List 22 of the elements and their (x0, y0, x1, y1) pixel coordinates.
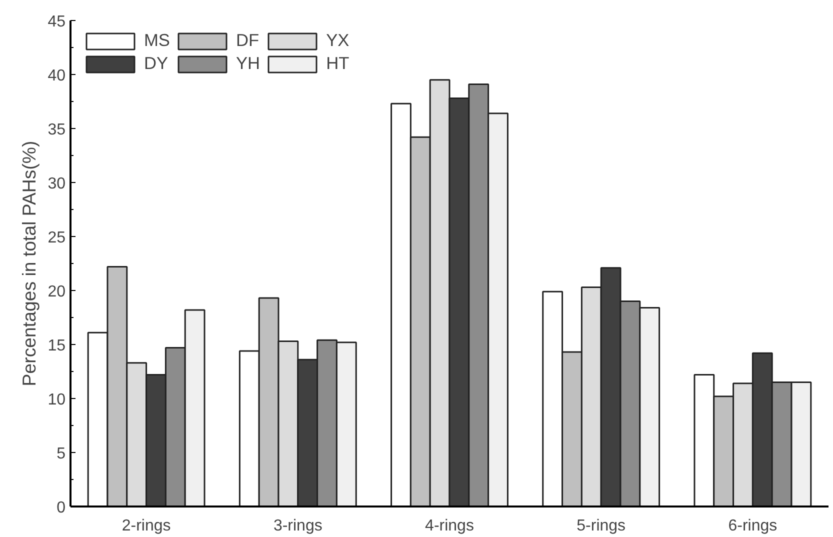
legend-label: HT (326, 53, 350, 74)
y-tick-label: 20 (48, 284, 66, 300)
legend-label: DY (144, 53, 168, 74)
y-tick-label: 0 (56, 500, 66, 516)
y-tick-label: 30 (48, 176, 66, 192)
x-tick-label: 3-rings (273, 518, 322, 534)
x-tick-label: 2-rings (122, 518, 171, 534)
y-tick-label: 5 (56, 446, 66, 462)
legend-label: DF (236, 30, 260, 51)
y-tick-label: 35 (48, 122, 66, 138)
y-tick-label: 15 (48, 338, 66, 354)
x-tick-label: 6-rings (728, 518, 778, 534)
y-tick-label: 25 (48, 230, 66, 246)
legend-label: MS (144, 30, 170, 51)
x-tick-label: 5-rings (576, 518, 626, 534)
y-tick-label: 10 (48, 392, 66, 408)
y-axis-title: Percentages in total PAHs(%) (18, 140, 40, 386)
legend-label: YX (326, 30, 350, 51)
y-tick-label: 40 (48, 68, 66, 84)
x-tick-label: 4-rings (425, 518, 474, 534)
legend-label: YH (236, 53, 260, 74)
y-tick-label: 45 (48, 14, 66, 30)
